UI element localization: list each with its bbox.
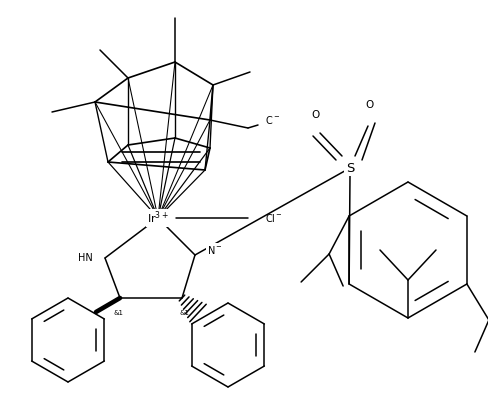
Text: C$^-$: C$^-$ [265, 114, 280, 126]
Text: HN: HN [78, 253, 93, 263]
Text: &1: &1 [179, 310, 189, 316]
Text: O: O [311, 110, 319, 120]
Text: Ir$^{3+}$: Ir$^{3+}$ [147, 210, 169, 226]
Text: N$^-$: N$^-$ [207, 244, 223, 256]
Text: &1: &1 [113, 310, 123, 316]
Text: S: S [346, 162, 354, 175]
Text: Cl$^-$: Cl$^-$ [265, 212, 283, 224]
Text: O: O [366, 100, 374, 110]
